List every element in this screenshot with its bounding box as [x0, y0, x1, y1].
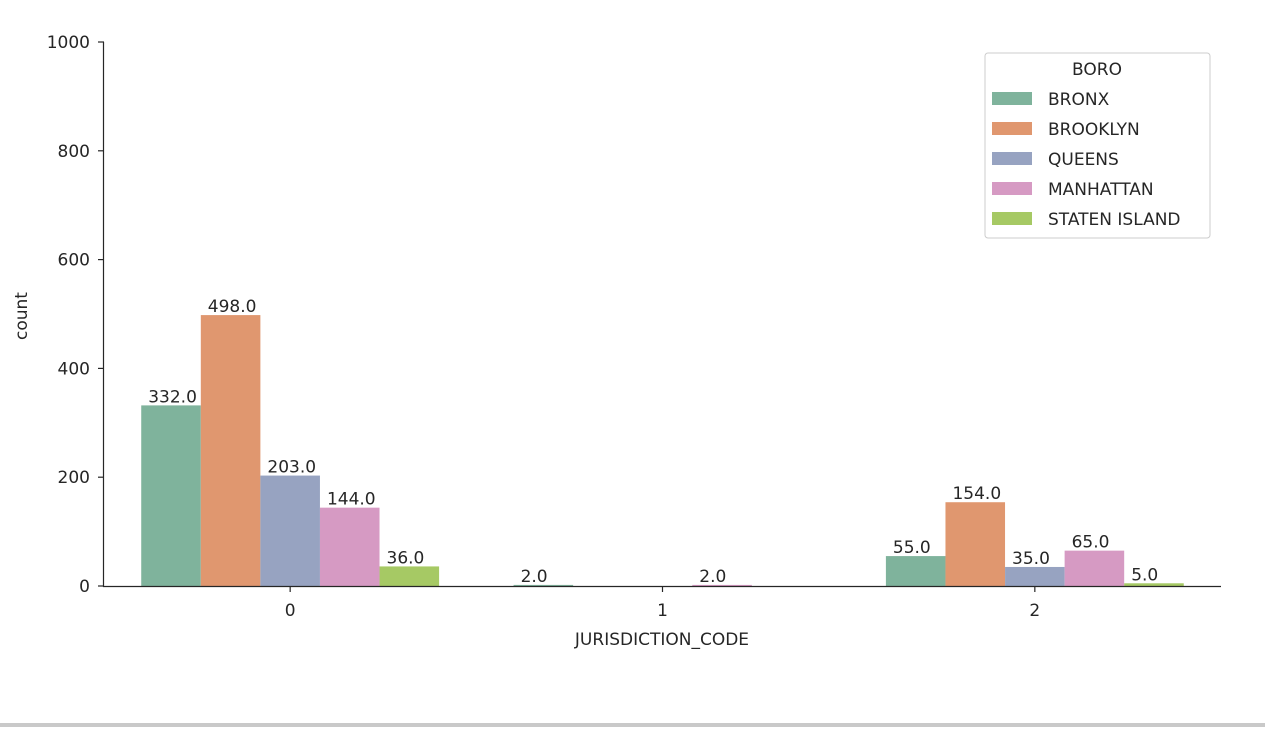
bar-value-label: 2.0 [521, 567, 548, 587]
bottom-divider [0, 723, 1265, 727]
bar-queens-0 [260, 475, 320, 586]
y-tick-label: 800 [58, 142, 90, 162]
bar-value-label: 2.0 [699, 567, 726, 587]
x-tick-label: 1 [657, 601, 668, 621]
legend-items: BRONX BROOKLYN QUEENS MANHATTAN STATEN ISLAN… [992, 90, 1181, 230]
bar-manhattan-0 [319, 507, 380, 586]
bar-value-label: 154.0 [952, 484, 1001, 504]
bar-value-label: 144.0 [327, 490, 376, 510]
x-axis-label: JURISDICTION_CODE [574, 630, 749, 650]
bar-value-label: 65.0 [1072, 533, 1110, 553]
legend-swatch-manhattan [992, 182, 1032, 195]
bar-value-label: 5.0 [1131, 565, 1158, 585]
bar-brooklyn-0 [200, 315, 261, 586]
x-tick-label: 2 [1029, 601, 1040, 621]
y-tick-label: 0 [79, 577, 90, 597]
bar-bronx-1 [513, 584, 574, 586]
y-tick-label: 600 [58, 251, 90, 271]
bar-value-label: 203.0 [267, 458, 316, 478]
bar-bronx-2 [885, 556, 946, 586]
legend-label: BRONX [1048, 90, 1110, 110]
legend: BORO BRONX BROOKLYN QUEENS MANHATTAN STATEN … [984, 52, 1211, 239]
bar-bronx-0 [141, 405, 201, 586]
y-tick-label: 400 [58, 359, 90, 379]
legend-label: STATEN ISLAND [1048, 210, 1181, 230]
bar-value-label: 35.0 [1012, 549, 1050, 569]
legend-frame [984, 52, 1211, 239]
bar-manhattan-1 [692, 584, 752, 586]
bar-value-label: 55.0 [893, 538, 931, 558]
legend-title: BORO [1072, 60, 1122, 80]
bar-queens-2 [1005, 566, 1065, 586]
legend-label: QUEENS [1048, 150, 1119, 170]
legend-swatch-queens [992, 152, 1032, 165]
legend-swatch-brooklyn [992, 122, 1032, 135]
y-axis-label: count [12, 292, 32, 340]
bar-value-label: 332.0 [148, 387, 197, 407]
legend-label: MANHATTAN [1048, 180, 1154, 200]
legend-swatch-bronx [992, 92, 1032, 105]
x-ticks: 0 1 2 [285, 586, 1040, 621]
legend-swatch-staten-island [992, 212, 1032, 225]
bar-value-label: 36.0 [387, 548, 425, 568]
bar-value-label: 498.0 [208, 297, 257, 317]
y-tick-label: 200 [58, 468, 90, 488]
legend-label: BROOKLYN [1048, 120, 1140, 140]
y-ticks: 0 200 400 600 800 1000 [47, 33, 104, 597]
bar-manhattan-2 [1064, 550, 1125, 586]
bar-labels-layer: 332.0 2.0 55.0 498.0 154.0 203.0 35.0 144.0 2.0 6… [148, 297, 1158, 587]
x-tick-label: 0 [285, 601, 296, 621]
bar-staten-island-0 [379, 566, 440, 586]
bars-layer [141, 315, 1184, 586]
bar-staten-island-2 [1124, 583, 1184, 586]
y-tick-label: 1000 [47, 33, 90, 53]
bar-brooklyn-2 [945, 502, 1006, 586]
